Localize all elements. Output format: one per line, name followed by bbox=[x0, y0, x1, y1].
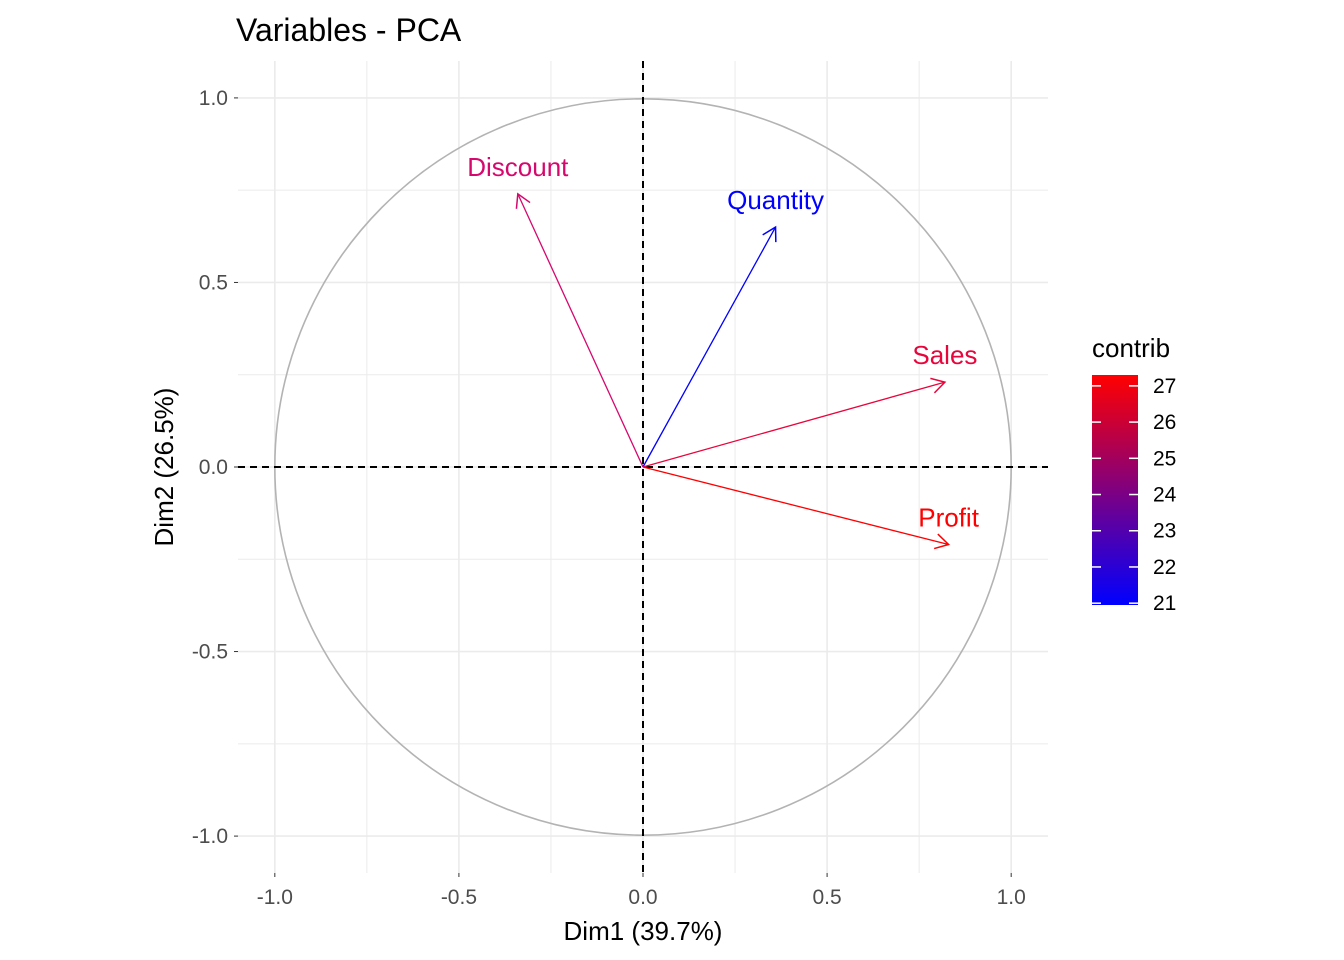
variable-label-quantity: Quantity bbox=[727, 185, 824, 215]
x-tick-label: -1.0 bbox=[257, 886, 293, 909]
x-tick-label: 1.0 bbox=[997, 886, 1026, 909]
legend-tick-label: 27 bbox=[1153, 375, 1176, 398]
y-axis-ticks: -1.0 -0.5 0.0 0.5 1.0 bbox=[192, 87, 238, 848]
legend-tick-label: 23 bbox=[1153, 520, 1176, 543]
arrowhead-profit bbox=[933, 533, 951, 550]
contrib-legend: contrib 27 26 25 24 23 22 21 bbox=[1092, 333, 1177, 615]
y-tick-label: 1.0 bbox=[199, 87, 228, 110]
x-axis-title: Dim1 (39.7%) bbox=[564, 916, 723, 946]
arrow-profit bbox=[642, 466, 949, 546]
legend-tick-label: 26 bbox=[1153, 411, 1176, 434]
arrowhead-quantity bbox=[762, 225, 777, 243]
reference-lines bbox=[238, 61, 1048, 873]
y-tick-label: 0.0 bbox=[199, 456, 228, 479]
legend-ticks: 27 26 25 24 23 22 21 bbox=[1092, 375, 1177, 615]
x-tick-label: -0.5 bbox=[441, 886, 477, 909]
arrow-quantity bbox=[642, 226, 777, 468]
variable-arrows bbox=[515, 192, 951, 550]
variable-label-profit: Profit bbox=[918, 503, 979, 533]
arrowhead-discount bbox=[515, 192, 531, 209]
arrow-discount bbox=[517, 193, 644, 468]
arrow-sales bbox=[642, 381, 946, 468]
arrowhead-sales bbox=[930, 377, 947, 394]
legend-tick-label: 21 bbox=[1153, 592, 1176, 615]
x-axis-ticks: -1.0 -0.5 0.0 0.5 1.0 bbox=[257, 873, 1026, 909]
y-axis-title: Dim2 (26.5%) bbox=[149, 388, 179, 547]
y-tick-label: -0.5 bbox=[192, 641, 228, 664]
y-tick-label: -1.0 bbox=[192, 825, 228, 848]
x-tick-label: 0.0 bbox=[628, 886, 657, 909]
x-tick-label: 0.5 bbox=[812, 886, 841, 909]
legend-tick-label: 24 bbox=[1153, 484, 1177, 507]
legend-tick-label: 22 bbox=[1153, 556, 1176, 579]
chart-title: Variables - PCA bbox=[236, 12, 462, 48]
legend-title: contrib bbox=[1092, 333, 1170, 363]
y-tick-label: 0.5 bbox=[199, 271, 228, 294]
legend-tick-label: 25 bbox=[1153, 447, 1176, 470]
variable-label-discount: Discount bbox=[467, 152, 569, 182]
legend-colorbar bbox=[1092, 375, 1138, 605]
variable-label-sales: Sales bbox=[912, 340, 977, 370]
variable-labels: Discount Quantity Sales Profit bbox=[467, 152, 979, 533]
